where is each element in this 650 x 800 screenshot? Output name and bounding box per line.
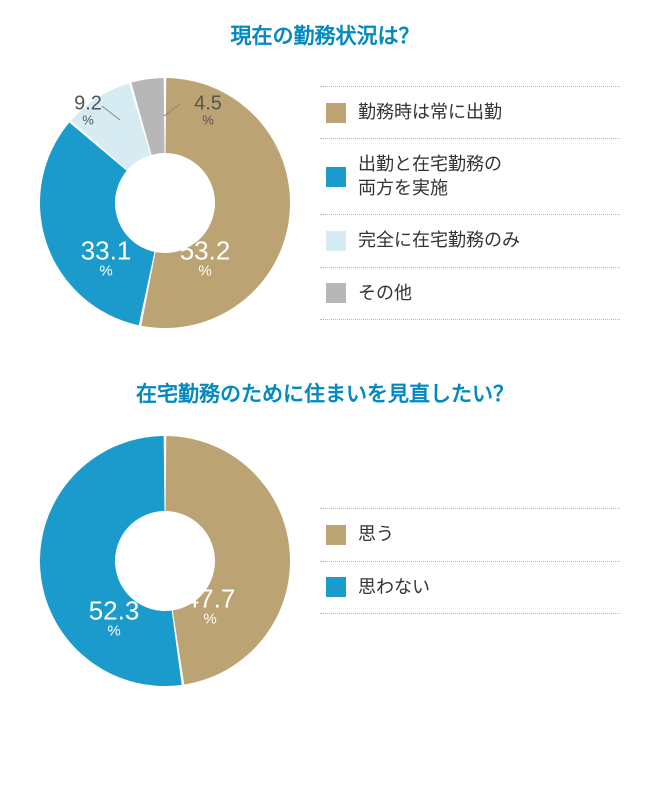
chart1-title: 現在の勤務状況は？ <box>30 20 620 50</box>
donut-slice-0 <box>166 436 290 684</box>
legend-label: 勤務時は常に出勤 <box>358 101 502 124</box>
legend-swatch <box>326 525 346 545</box>
chart2-row: 47.7%52.3% 思う思わない <box>30 426 620 696</box>
donut-svg <box>30 68 300 338</box>
legend-item-2: 完全に在宅勤務のみ <box>320 215 620 267</box>
legend-swatch <box>326 167 346 187</box>
legend-label: その他 <box>358 282 412 305</box>
legend-label: 完全に在宅勤務のみ <box>358 229 520 252</box>
legend-label: 思わない <box>358 576 430 599</box>
legend-item-0: 勤務時は常に出勤 <box>320 87 620 139</box>
legend-swatch <box>326 577 346 597</box>
legend-item-3: その他 <box>320 268 620 320</box>
chart2-legend: 思う思わない <box>320 508 620 614</box>
chart2-donut: 47.7%52.3% <box>30 426 300 696</box>
legend-label: 出勤と在宅勤務の両方を実施 <box>358 153 502 200</box>
donut-svg <box>30 426 300 696</box>
chart1-section: 現在の勤務状況は？ 53.2%33.1%9.2%4.5% 勤務時は常に出勤出勤と… <box>30 20 620 338</box>
legend-swatch <box>326 231 346 251</box>
legend-label: 思う <box>358 523 394 546</box>
legend-swatch <box>326 103 346 123</box>
chart2-title: 在宅勤務のために住まいを見直したい？ <box>30 378 620 408</box>
chart1-row: 53.2%33.1%9.2%4.5% 勤務時は常に出勤出勤と在宅勤務の両方を実施… <box>30 68 620 338</box>
donut-slice-1 <box>40 436 182 686</box>
chart1-donut: 53.2%33.1%9.2%4.5% <box>30 68 300 338</box>
legend-item-1: 出勤と在宅勤務の両方を実施 <box>320 139 620 215</box>
legend-item-0: 思う <box>320 509 620 561</box>
legend-swatch <box>326 283 346 303</box>
chart1-legend: 勤務時は常に出勤出勤と在宅勤務の両方を実施完全に在宅勤務のみその他 <box>320 86 620 320</box>
legend-item-1: 思わない <box>320 562 620 614</box>
chart2-section: 在宅勤務のために住まいを見直したい？ 47.7%52.3% 思う思わない <box>30 378 620 696</box>
